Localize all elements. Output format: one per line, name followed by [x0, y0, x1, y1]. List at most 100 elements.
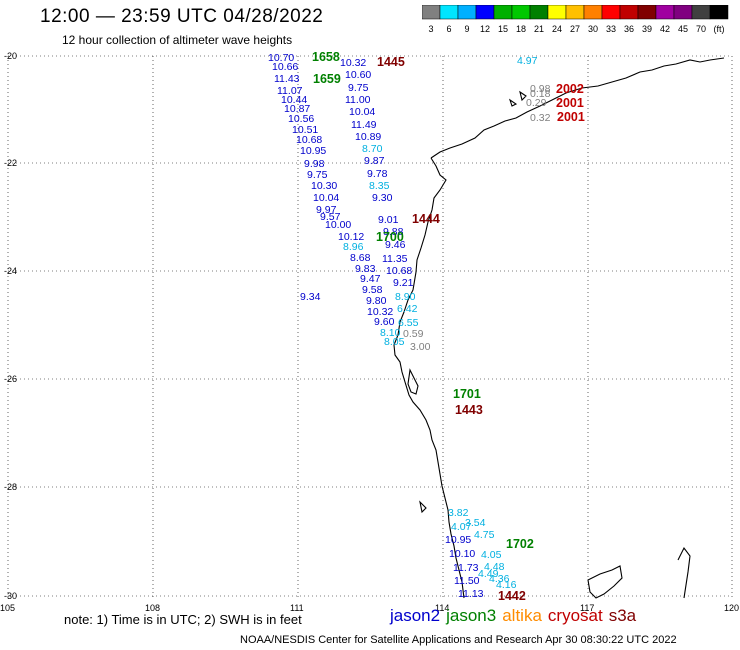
swh-value: 8.96	[343, 241, 364, 253]
swh-value: 9.34	[300, 291, 321, 303]
swh-value: 9.57	[320, 211, 341, 223]
pass-time-label: 2001	[557, 110, 585, 124]
swh-value: 8.10	[380, 327, 401, 339]
swh-value: 3.54	[465, 517, 486, 529]
colorbar-tick-label: 33	[606, 24, 616, 34]
swh-value: 11.73	[453, 562, 479, 574]
swh-value: 10.60	[345, 69, 371, 81]
swh-value: 10.32	[340, 57, 366, 69]
swh-value: 9.58	[362, 284, 383, 296]
colorbar-tick-label: 18	[516, 24, 526, 34]
colorbar-tick-label: 30	[588, 24, 598, 34]
satellite-legend-jason2: jason2	[390, 606, 441, 625]
swh-value: 9.75	[307, 169, 328, 181]
colorbar-tick-label: (ft)	[714, 24, 725, 34]
pass-time-label: 2001	[556, 96, 584, 110]
credits: NOAA/NESDIS Center for Satellite Applica…	[240, 634, 677, 646]
lon-label: 114	[435, 603, 450, 613]
pass-time-label: 1443	[455, 403, 483, 417]
satellite-legend-jason3: jason3	[446, 606, 497, 625]
pass-time-label: 1700	[376, 230, 404, 244]
swh-value: 9.46	[385, 239, 406, 251]
swh-value: 9.30	[372, 192, 393, 204]
colorbar-tick-label: 27	[570, 24, 580, 34]
footnote: note: 1) Time is in UTC; 2) SWH is in fe…	[64, 612, 302, 627]
swh-value: 10.95	[445, 534, 471, 546]
lat-label: -20	[4, 51, 18, 61]
swh-value: 10.00	[325, 219, 351, 231]
lat-lon-grid	[7, 55, 733, 600]
swh-value: 11.13	[458, 588, 484, 600]
swh-value: 10.95	[300, 145, 326, 157]
pass-time-label: 1658	[312, 50, 340, 64]
colorbar-swatch	[709, 5, 729, 20]
swh-value: 8.70	[362, 143, 383, 155]
satellite-legend-cryosat: cryosat	[547, 606, 603, 625]
swh-value: 11.49	[351, 119, 377, 131]
lon-label: 108	[145, 603, 161, 613]
swh-value: 4.75	[474, 529, 495, 541]
colorbar-tick-label: 42	[660, 24, 670, 34]
lat-label: -26	[4, 374, 18, 384]
swh-value: 6.42	[397, 303, 418, 315]
lon-label: 117	[580, 603, 595, 613]
pass-time-label: 1702	[506, 537, 534, 551]
swh-value: 11.07	[277, 85, 303, 97]
lat-label: -24	[4, 266, 18, 276]
swh-value: 9.97	[316, 204, 337, 216]
satellite-legend: jason2 jason3 altika cryosat s3a	[390, 606, 642, 626]
pass-time-label: 1659	[313, 72, 341, 86]
swh-value: 9.80	[366, 295, 387, 307]
swh-value: 8.35	[369, 180, 390, 192]
swh-value: 8.05	[384, 336, 405, 348]
swh-value: 10.30	[311, 180, 337, 192]
colorbar-tick-label: 6	[446, 24, 451, 34]
swh-value: 9.88	[383, 226, 404, 238]
swh-value: 9.87	[364, 155, 385, 167]
swh-value: 3.82	[448, 507, 469, 519]
pass-time-labels: 1658 144516592002200120011444170017011443…	[312, 50, 585, 603]
swh-value: 6.55	[398, 317, 419, 329]
swh-value: 0.98	[530, 83, 551, 95]
swh-value: 9.47	[360, 273, 381, 285]
swh-labels: 10.3210.609.7511.0010.0411.4910.898.709.…	[268, 52, 551, 600]
colorbar-tick-label: 70	[696, 24, 706, 34]
swh-value: 9.98	[304, 158, 325, 170]
swh-value: 11.43	[274, 73, 300, 85]
pass-time-label: 1445	[377, 55, 405, 69]
swh-value: 0.18	[530, 88, 551, 100]
swh-value: 10.10	[449, 548, 475, 560]
swh-value: 4.05	[481, 549, 502, 561]
swh-value: 9.78	[367, 168, 388, 180]
pass-time-label: 1442	[498, 589, 526, 603]
swh-value: 4.16	[496, 579, 517, 591]
swh-value: 9.75	[348, 82, 369, 94]
colorbar-tick-label: 21	[534, 24, 544, 34]
swh-value: 10.56	[288, 113, 314, 125]
chart-subtitle: 12 hour collection of altimeter wave hei…	[62, 33, 293, 47]
swh-value: 4.36	[489, 573, 510, 585]
swh-value: 3.00	[410, 341, 431, 353]
swh-value: 8.90	[395, 291, 416, 303]
swh-value: 9.60	[374, 316, 395, 328]
swh-value: 9.83	[355, 263, 376, 275]
swh-value: 8.68	[350, 252, 371, 264]
colorbar-tick-label: 39	[642, 24, 652, 34]
lon-label: 120	[724, 603, 740, 613]
pass-time-label: 1444	[412, 212, 440, 226]
colorbar-legend: 3 6 9 12 15 18 21 24 27 30 33 36 39 42 45 70 (ft)	[422, 5, 729, 34]
swh-value: 0.29	[526, 97, 547, 109]
colorbar-tick-label: 24	[552, 24, 562, 34]
colorbar-tick-label: 36	[624, 24, 634, 34]
lat-label: -30	[4, 591, 18, 601]
colorbar-tick-label: 3	[428, 24, 433, 34]
swh-value: 0.59	[403, 328, 424, 340]
lat-label: -22	[4, 158, 18, 168]
swh-value: 9.01	[378, 214, 399, 226]
lon-label: 105	[0, 603, 16, 613]
colorbar-tick-label: 15	[498, 24, 508, 34]
swh-value: 11.00	[345, 94, 371, 106]
swh-value: 10.32	[367, 306, 393, 318]
satellite-legend-altika: altika	[502, 606, 542, 625]
